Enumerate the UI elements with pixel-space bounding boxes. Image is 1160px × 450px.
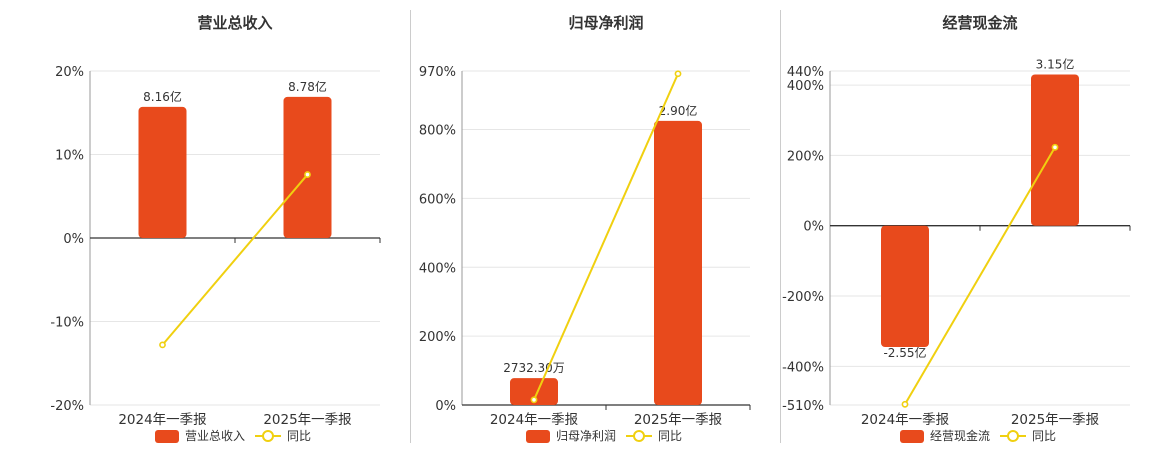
chart-net-profit: 归母净利润 0% 200% 400% 600% 800% 970% 2024年一季报 2025年… — [419, 14, 751, 443]
yoy-point — [530, 396, 538, 404]
y-tick-label: -400% — [782, 360, 824, 375]
legend-bar-swatch — [900, 430, 924, 443]
y-tick-label: 0% — [803, 220, 824, 235]
y-tick-label: 600% — [419, 192, 456, 207]
y-tick-label: 400% — [419, 261, 456, 276]
y-tick-label: 10% — [55, 149, 84, 164]
yoy-point — [674, 70, 682, 78]
legend-line-marker — [262, 430, 274, 442]
bar-data-label: 8.16亿 — [143, 89, 182, 104]
x-tick-label: 2024年一季报 — [490, 412, 578, 428]
chart-title: 归母净利润 — [568, 14, 643, 32]
yoy-line — [904, 146, 1056, 405]
y-tick-label: 440% — [787, 65, 824, 80]
bar-data-label: 3.15亿 — [1036, 57, 1075, 72]
bar-data-label: -2.55亿 — [883, 345, 926, 360]
chart-panel-net-profit: 归母净利润 0% 200% 400% 600% 800% 970% 2024年一季报 2025年… — [370, 0, 780, 450]
y-tick-label: -510% — [782, 399, 824, 414]
x-tick-label: 2024年一季报 — [861, 412, 949, 428]
chart-panel-revenue: 营业总收入 -20% -10% 0% 10% 20% 2024年一季报 2025年一季报 8.1… — [0, 0, 410, 450]
legend-line-label: 同比 — [287, 429, 311, 443]
legend-bar-label: 营业总收入 — [185, 429, 245, 443]
y-tick-label: 800% — [419, 124, 456, 139]
y-tick-label: -10% — [50, 316, 84, 331]
x-tick-label: 2025年一季报 — [634, 412, 722, 428]
x-tick-label: 2024年一季报 — [118, 412, 206, 428]
legend-bar-swatch — [155, 430, 179, 443]
legend-line-marker — [1007, 430, 1019, 442]
y-tick-label: 970% — [419, 65, 456, 80]
chart-panel-cash-flow: 经营现金流 -510% -400% -200% 0% 200% 400% 440% 2024年一… — [740, 0, 1150, 450]
bar-data-label: 2732.30万 — [503, 361, 565, 375]
x-tick-label: 2025年一季报 — [1011, 412, 1099, 428]
bar — [510, 378, 558, 405]
y-tick-label: 0% — [63, 232, 84, 247]
y-tick-label: -20% — [50, 399, 84, 414]
yoy-point — [159, 341, 166, 349]
y-tick-label: 200% — [787, 149, 824, 164]
panel-divider — [780, 10, 781, 443]
bar — [881, 225, 929, 347]
chart-title: 经营现金流 — [942, 14, 1017, 32]
y-tick-label: 20% — [55, 65, 84, 80]
panel-divider — [410, 10, 411, 443]
yoy-point — [901, 400, 909, 408]
legend-bar-swatch — [526, 430, 550, 443]
y-tick-label: 0% — [435, 399, 456, 414]
legend-bar-label: 归母净利润 — [556, 429, 616, 443]
yoy-point — [1051, 143, 1059, 151]
bar-data-label: 2.90亿 — [659, 103, 698, 118]
x-tick-label: 2025年一季报 — [263, 412, 351, 428]
chart-title: 营业总收入 — [197, 14, 272, 32]
legend-line-label: 同比 — [1032, 429, 1056, 443]
chart-revenue: 营业总收入 -20% -10% 0% 10% 20% 2024年一季报 2025年一季报 8.1… — [50, 14, 381, 443]
y-tick-label: 200% — [419, 330, 456, 345]
yoy-line — [161, 173, 309, 346]
legend-line-marker — [633, 430, 645, 442]
y-tick-label: 400% — [787, 79, 824, 94]
legend-line-label: 同比 — [658, 429, 682, 443]
yoy-line — [533, 73, 679, 401]
chart-cash-flow: 经营现金流 -510% -400% -200% 0% 200% 400%440% 2024年一… — [782, 14, 1131, 443]
bar-data-label: 8.78亿 — [288, 79, 327, 94]
legend-bar-label: 经营现金流 — [930, 428, 990, 443]
bar — [283, 96, 332, 238]
bar — [654, 120, 702, 406]
y-tick-label: -200% — [782, 290, 824, 305]
bar — [138, 106, 187, 238]
yoy-point — [304, 171, 311, 178]
